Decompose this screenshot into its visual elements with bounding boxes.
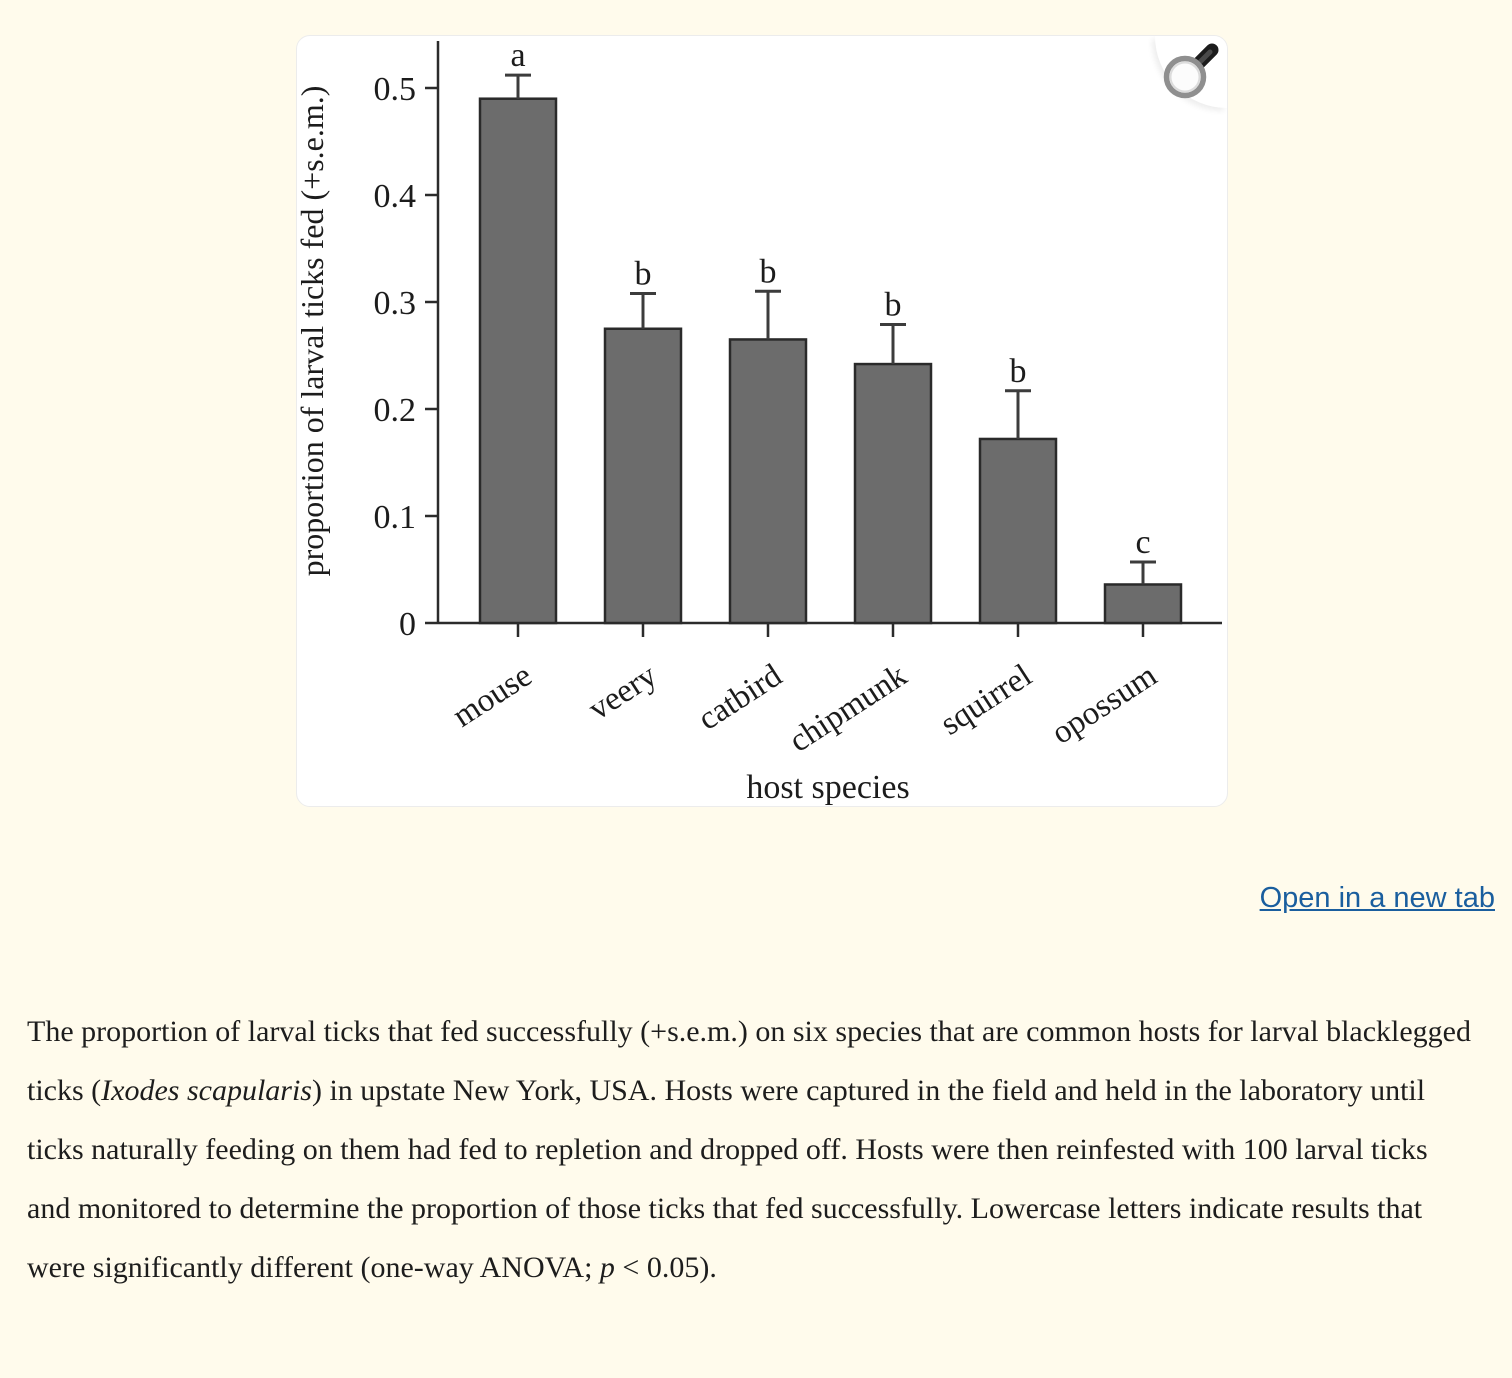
y-tick-label: 0.1	[374, 499, 417, 536]
figure-caption: The proportion of larval ticks that fed …	[27, 1002, 1473, 1297]
bar-squirrel	[978, 437, 1058, 625]
x-tick-label: squirrel	[934, 658, 1038, 743]
bar-chipmunk	[853, 362, 933, 625]
y-tick-label: 0.5	[374, 71, 417, 108]
open-new-tab-link[interactable]: Open in a new tab	[1259, 882, 1495, 914]
caption-text: < 0.05).	[614, 1251, 717, 1284]
y-tick-label: 0	[399, 606, 416, 643]
caption-text: ) in upstate New York, USA. Hosts were c…	[27, 1074, 1428, 1284]
bar-opossum	[1103, 583, 1183, 625]
sig-letter: b	[1010, 353, 1027, 390]
caption-text: The proportion of larval ticks that fed …	[27, 1015, 1471, 1107]
bar-chart[interactable]: 0 0.1 0.2 0.3 0.4 0.5 a mouse b veery b catbird b chi…	[297, 36, 1227, 806]
sig-letter: b	[885, 286, 902, 323]
x-tick-label: mouse	[446, 658, 538, 735]
bar-mouse	[478, 97, 558, 625]
link-row: Open in a new tab	[0, 882, 1495, 915]
sig-letter: b	[635, 255, 652, 292]
x-tick-label: veery	[582, 657, 663, 727]
x-tick-label: chipmunk	[783, 657, 914, 759]
magnifier-icon	[1163, 43, 1219, 99]
sig-letter: c	[1135, 524, 1150, 561]
x-axis-label: host species	[746, 769, 909, 806]
y-axis-label: proportion of larval ticks fed (+s.e.m.)	[297, 86, 330, 577]
y-tick-label: 0.3	[374, 285, 417, 322]
y-tick-label: 0.2	[374, 392, 417, 429]
sig-letter: b	[760, 253, 777, 290]
bar-catbird	[728, 338, 808, 625]
sig-letter: a	[510, 37, 525, 74]
bar-veery	[603, 327, 683, 625]
y-tick-label: 0.4	[374, 178, 417, 215]
figure-card: 0 0.1 0.2 0.3 0.4 0.5 a mouse b veery b catbird b chi…	[296, 35, 1228, 807]
x-tick-label: opossum	[1045, 657, 1163, 751]
caption-species-italic: Ixodes scapularis	[101, 1074, 312, 1107]
caption-p-italic: p	[599, 1251, 615, 1284]
x-tick-label: catbird	[692, 657, 789, 737]
zoom-button[interactable]	[1155, 36, 1227, 108]
